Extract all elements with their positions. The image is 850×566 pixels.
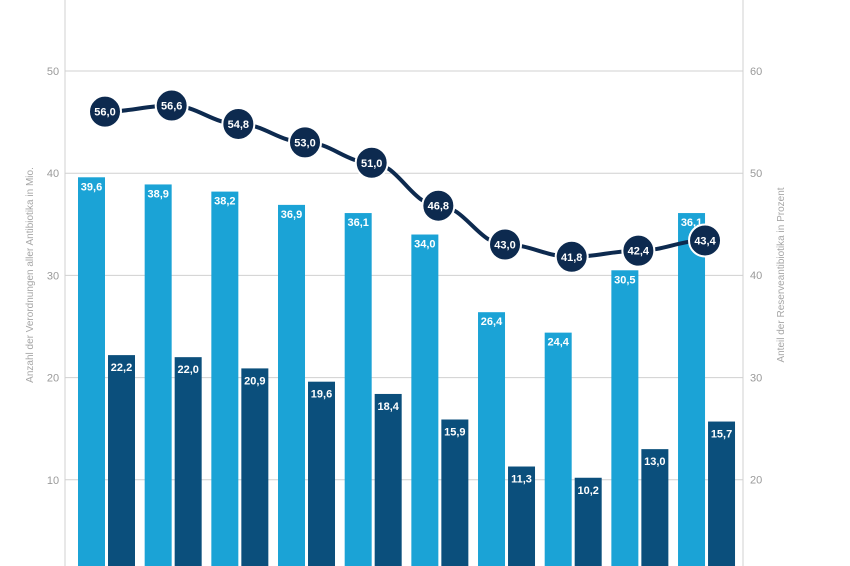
bar-dark — [574, 477, 602, 566]
bar-light-value-label: 34,0 — [414, 239, 435, 251]
line-series-path — [104, 103, 706, 259]
line-marker-value-label: 43,0 — [494, 240, 515, 252]
line-marker-value-label: 51,0 — [361, 158, 382, 170]
y-right-tick-label: 20 — [750, 475, 762, 487]
bar-light-value-label: 36,9 — [281, 209, 302, 221]
bar-dark — [241, 368, 269, 566]
bar-light — [478, 312, 506, 566]
bar-dark-value-label: 15,9 — [444, 427, 465, 439]
y-left-tick-label: 50 — [47, 66, 59, 78]
bar-light-value-label: 26,4 — [481, 316, 503, 328]
bar-dark-value-label: 19,6 — [311, 389, 332, 401]
line-marker — [421, 188, 456, 223]
line-marker-value-label: 54,8 — [228, 119, 249, 131]
bar-light-value-label: 30,5 — [614, 274, 635, 286]
line-marker — [354, 145, 389, 180]
y-axis-left-title: Anzahl der Verordnungen aller Antibiotik… — [25, 167, 36, 383]
bar-light — [411, 234, 439, 566]
y-right-tick-label: 50 — [750, 168, 762, 180]
bar-dark-value-label: 22,0 — [177, 364, 198, 376]
line-marker-value-label: 46,8 — [428, 201, 449, 213]
line-marker-value-label: 56,6 — [161, 101, 182, 113]
y-left-tick-label: 10 — [47, 475, 59, 487]
bar-dark-value-label: 22,2 — [111, 362, 132, 374]
line-marker-value-label: 56,0 — [94, 107, 115, 119]
line-marker — [688, 223, 723, 258]
bar-dark-value-label: 11,3 — [511, 474, 532, 486]
bar-light-value-label: 39,6 — [81, 181, 102, 193]
line-marker-value-label: 53,0 — [294, 137, 315, 149]
bar-dark — [108, 355, 135, 566]
bar-light — [344, 213, 372, 566]
bar-dark-value-label: 13,0 — [644, 456, 665, 468]
bar-dark — [708, 421, 736, 566]
line-markers: 56,0 56,6 54,8 53,0 51,0 46,8 43,0 41,8 42,4 43,4 — [88, 88, 723, 274]
line-marker-value-label: 41,8 — [561, 252, 582, 264]
bar-dark — [308, 381, 336, 566]
y-right-tick-label: 60 — [750, 66, 762, 78]
line-marker-value-label: 43,4 — [694, 235, 716, 247]
line-marker — [554, 239, 589, 274]
bar-light — [211, 191, 239, 566]
y-left-tick-label: 30 — [47, 270, 59, 282]
line-marker — [88, 94, 122, 129]
bar-light — [78, 177, 105, 566]
y-left-tick-label: 40 — [47, 168, 59, 180]
bar-light — [278, 204, 306, 566]
line-marker — [621, 233, 656, 268]
line-series — [104, 103, 706, 259]
bar-dark — [508, 466, 536, 566]
bar-dark — [641, 449, 669, 566]
bar-light-value-label: 24,4 — [547, 337, 569, 349]
y-axis-right-title: Anteil der Reserveantibiotika in Prozent — [776, 187, 787, 362]
bar-light-value-label: 38,2 — [214, 196, 235, 208]
bar-light — [544, 332, 572, 566]
bar-light — [611, 270, 639, 566]
bar-dark — [174, 357, 202, 566]
bar-dark-value-label: 10,2 — [577, 485, 598, 497]
bar-dark-value-label: 20,9 — [244, 375, 265, 387]
bar-light — [144, 184, 172, 566]
bar-light-value-label: 38,9 — [147, 188, 168, 200]
line-marker — [288, 125, 323, 160]
y-left-tick-label: 20 — [47, 373, 59, 385]
bar-light — [678, 213, 706, 566]
y-right-tick-label: 40 — [750, 270, 762, 282]
bar-dark-value-label: 15,7 — [711, 429, 732, 441]
y-right-tick-label: 30 — [750, 372, 762, 384]
axis-ticks: 10 20 30 40 50 20 30 40 50 60 — [47, 66, 762, 487]
line-marker — [154, 88, 189, 123]
line-marker — [221, 106, 256, 141]
bar-dark — [441, 419, 469, 566]
bar-dark-value-label: 18,4 — [377, 401, 399, 413]
line-marker — [488, 227, 523, 262]
bar-light-value-label: 36,1 — [347, 217, 368, 229]
bars: 39,6 22,2 38,9 22,0 38,2 20,9 36,9 19,6 36,1 18,4… — [78, 177, 736, 566]
bar-dark — [374, 393, 402, 566]
line-marker-value-label: 42,4 — [628, 246, 650, 258]
